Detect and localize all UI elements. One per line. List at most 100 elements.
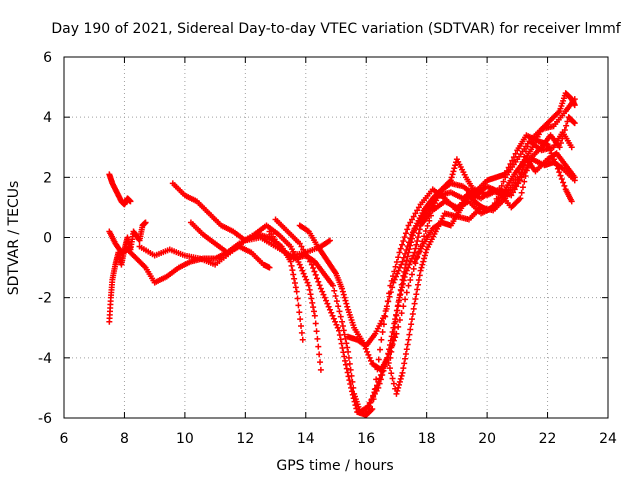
- data-point-marker: [370, 393, 377, 400]
- data-point-marker: [510, 154, 517, 161]
- data-point-marker: [326, 306, 333, 313]
- data-point-marker: [414, 286, 421, 293]
- data-point-marker: [142, 219, 149, 226]
- data-series-track-9: [296, 156, 578, 373]
- data-point-marker: [393, 390, 400, 397]
- data-point-marker: [346, 360, 353, 367]
- data-point-marker: [291, 275, 298, 282]
- data-point-marker: [296, 240, 303, 247]
- data-point-marker: [410, 228, 417, 235]
- data-point-marker: [389, 284, 396, 291]
- data-point-marker: [395, 323, 402, 330]
- data-point-marker: [402, 265, 409, 272]
- y-tick-label: 4: [43, 110, 52, 126]
- data-point-marker: [415, 277, 422, 284]
- data-point-marker: [399, 258, 406, 265]
- data-point-marker: [399, 241, 406, 248]
- data-point-marker: [421, 233, 428, 240]
- data-point-marker: [401, 360, 408, 367]
- y-tick-label: -2: [38, 291, 52, 307]
- data-point-marker: [419, 261, 426, 268]
- data-point-marker: [412, 245, 419, 252]
- data-point-marker: [560, 179, 567, 186]
- data-point-marker: [396, 264, 403, 271]
- data-point-marker: [289, 267, 296, 274]
- data-point-marker: [310, 308, 317, 315]
- data-series-track-6: [187, 219, 324, 373]
- data-point-marker: [545, 144, 552, 151]
- data-point-marker: [407, 326, 414, 333]
- data-point-marker: [563, 122, 570, 129]
- data-point-marker: [329, 312, 336, 319]
- data-point-marker: [296, 309, 303, 316]
- data-point-marker: [409, 310, 416, 317]
- data-point-marker: [324, 300, 331, 307]
- data-point-marker: [339, 318, 346, 325]
- data-point-marker: [396, 292, 403, 299]
- data-series-track-12: [363, 150, 578, 412]
- data-point-marker: [376, 380, 383, 387]
- data-point-marker: [336, 308, 343, 315]
- data-point-marker: [393, 273, 400, 280]
- data-point-marker: [571, 174, 578, 181]
- data-point-marker: [367, 357, 374, 364]
- data-point-marker: [402, 296, 409, 303]
- data-point-marker: [366, 399, 373, 406]
- data-point-marker: [331, 287, 338, 294]
- data-point-marker: [404, 253, 411, 260]
- data-point-marker: [339, 285, 346, 292]
- data-point-marker: [344, 303, 351, 310]
- data-point-marker: [410, 265, 417, 272]
- data-point-marker: [518, 189, 525, 196]
- data-point-marker: [407, 277, 414, 284]
- data-point-marker: [410, 252, 417, 259]
- data-point-marker: [515, 176, 522, 183]
- data-point-marker: [381, 363, 388, 370]
- data-point-marker: [420, 258, 427, 265]
- data-point-marker: [288, 262, 295, 269]
- data-point-marker: [292, 284, 299, 291]
- data-point-marker: [389, 375, 396, 382]
- data-point-marker: [561, 182, 568, 189]
- data-point-marker: [394, 270, 401, 277]
- data-point-marker: [398, 281, 405, 288]
- data-point-marker: [377, 376, 384, 383]
- y-tick-label: -6: [38, 411, 52, 427]
- data-point-marker: [395, 254, 402, 261]
- data-point-marker: [315, 278, 322, 285]
- data-point-marker: [303, 276, 310, 283]
- data-point-marker: [377, 346, 384, 353]
- data-point-marker: [317, 366, 324, 373]
- data-point-marker: [400, 303, 407, 310]
- data-point-marker: [332, 292, 339, 299]
- data-point-marker: [313, 328, 320, 335]
- data-point-marker: [298, 243, 305, 250]
- data-point-marker: [347, 381, 354, 388]
- data-point-marker: [321, 294, 328, 301]
- data-point-marker: [364, 348, 371, 355]
- data-point-marker: [343, 365, 350, 372]
- data-point-marker: [388, 370, 395, 377]
- data-point-marker: [351, 398, 358, 405]
- data-point-marker: [450, 168, 457, 175]
- data-point-marker: [560, 131, 567, 138]
- data-point-marker: [394, 307, 401, 314]
- data-point-marker: [402, 230, 409, 237]
- data-point-marker: [329, 282, 336, 289]
- data-point-marker: [366, 354, 373, 361]
- data-point-marker: [266, 264, 273, 271]
- data-point-marker: [502, 171, 509, 178]
- data-point-marker: [412, 210, 419, 217]
- data-point-marker: [298, 323, 305, 330]
- data-point-marker: [341, 353, 348, 360]
- data-point-marker: [312, 320, 319, 327]
- data-point-marker: [556, 144, 563, 151]
- data-point-marker: [339, 288, 346, 295]
- data-point-marker: [385, 359, 392, 366]
- data-point-marker: [500, 178, 507, 185]
- x-tick-label: 18: [418, 431, 436, 447]
- data-point-marker: [424, 222, 431, 229]
- data-point-marker: [295, 302, 302, 309]
- data-point-marker: [396, 378, 403, 385]
